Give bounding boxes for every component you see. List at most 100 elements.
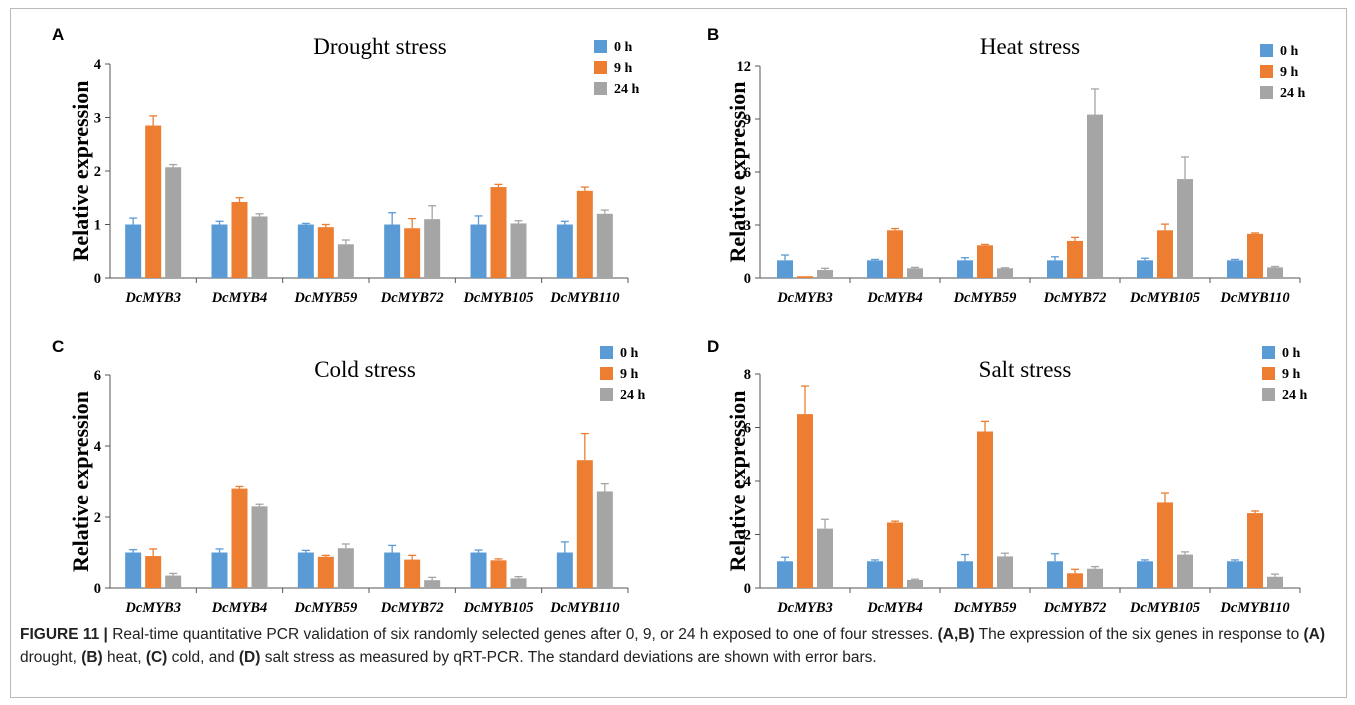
chart-panel-d: 0 2 4 6 8 DcMYB3 DcMYB4 DcMYB59 DcMYB72 DcMYB105 D… <box>707 337 1308 616</box>
y-tick-label: 6 <box>744 421 751 437</box>
x-tick-label: DcMYB72 <box>1043 290 1107 306</box>
legend-label: 9 h <box>620 367 639 382</box>
y-tick-label: 4 <box>94 57 101 73</box>
chart-title: Cold stress <box>314 357 416 382</box>
bar <box>777 561 793 588</box>
legend-label: 0 h <box>614 40 633 55</box>
bar <box>1267 267 1283 278</box>
x-tick-label: DcMYB3 <box>776 600 833 616</box>
x-tick-label: DcMYB3 <box>776 290 833 306</box>
bar <box>1157 502 1173 588</box>
legend-label: 9 h <box>614 61 633 76</box>
bar <box>797 276 813 278</box>
bar <box>596 491 613 588</box>
bar <box>470 552 487 588</box>
bar <box>404 559 421 588</box>
panel-label: A <box>52 25 64 44</box>
bar <box>556 224 573 278</box>
y-tick-label: 12 <box>737 59 752 75</box>
bar <box>165 167 182 278</box>
x-tick-label: DcMYB105 <box>462 600 533 616</box>
x-tick-label: DcMYB4 <box>211 600 268 616</box>
bar <box>490 560 507 588</box>
legend-label: 9 h <box>1280 65 1299 80</box>
bar <box>977 431 993 588</box>
y-tick-label: 0 <box>94 581 101 597</box>
bar <box>777 260 793 278</box>
legend-label: 24 h <box>1282 388 1308 403</box>
bar <box>576 190 593 278</box>
legend-item-9h: 9 h <box>1262 367 1301 382</box>
legend-label: 9 h <box>1282 367 1301 382</box>
bar <box>337 244 354 278</box>
bar <box>997 268 1013 278</box>
legend-swatch <box>600 367 613 380</box>
x-tick-label: DcMYB59 <box>953 600 1017 616</box>
y-axis-label: Relative expression <box>725 390 750 571</box>
legend-item-0h: 0 h <box>1262 346 1301 361</box>
bar <box>957 561 973 588</box>
x-tick-label: DcMYB4 <box>866 290 923 306</box>
bar <box>1177 554 1193 588</box>
legend-label: 0 h <box>1280 44 1299 59</box>
bar <box>596 213 613 278</box>
bar <box>231 488 248 588</box>
bar <box>145 556 162 588</box>
caption-text: drought, <box>20 649 82 666</box>
y-axis-label: Relative expression <box>725 81 750 262</box>
x-tick-label: DcMYB59 <box>293 290 357 306</box>
y-tick-label: 2 <box>744 528 751 544</box>
bar <box>1067 240 1083 278</box>
legend-swatch <box>594 61 607 74</box>
legend-swatch <box>600 346 613 359</box>
bar <box>125 224 142 278</box>
bar <box>251 216 268 278</box>
bar <box>997 556 1013 588</box>
y-tick-label: 1 <box>94 218 101 234</box>
bar <box>384 224 401 278</box>
legend-item-24h: 24 h <box>600 388 646 403</box>
chart-title: Heat stress <box>980 34 1080 59</box>
y-tick-label: 8 <box>744 367 751 383</box>
legend-item-0h: 0 h <box>600 346 639 361</box>
bar <box>211 224 228 278</box>
x-tick-label: DcMYB110 <box>549 600 619 616</box>
bar <box>297 224 314 278</box>
bar <box>1137 561 1153 588</box>
x-tick-label: DcMYB59 <box>293 600 357 616</box>
y-tick-label: 2 <box>94 510 101 526</box>
bar <box>1157 230 1173 278</box>
bar <box>490 187 507 278</box>
legend-swatch <box>594 82 607 95</box>
bar <box>957 260 973 278</box>
chart-title: Salt stress <box>979 357 1072 382</box>
y-tick-label: 4 <box>744 474 751 490</box>
bar <box>867 260 883 278</box>
x-tick-label: DcMYB72 <box>380 290 444 306</box>
legend-item-24h: 24 h <box>1260 86 1306 101</box>
legend-item-9h: 9 h <box>1260 65 1299 80</box>
legend-item-24h: 24 h <box>594 82 640 97</box>
y-tick-label: 3 <box>744 218 751 234</box>
legend-label: 24 h <box>1280 86 1306 101</box>
caption-text: heat, <box>102 649 146 666</box>
x-tick-label: DcMYB110 <box>1219 290 1289 306</box>
bar <box>1067 573 1083 588</box>
bar <box>1087 114 1103 278</box>
bar <box>317 556 334 588</box>
bar <box>424 219 441 278</box>
panel-label: C <box>52 337 64 356</box>
bar <box>907 268 923 278</box>
figure-frame <box>10 8 1347 698</box>
bar <box>817 528 833 588</box>
bar <box>1227 260 1243 278</box>
bar <box>556 552 573 588</box>
y-tick-label: 0 <box>744 581 751 597</box>
bar <box>1247 233 1263 278</box>
x-tick-label: DcMYB3 <box>124 600 181 616</box>
x-tick-label: DcMYB105 <box>1129 600 1200 616</box>
caption-text: The expression of the six genes in respo… <box>974 626 1304 643</box>
chart-panel-a: 0 1 2 3 4 DcMYB3 DcMYB4 DcMYB59 DcMYB72 DcMYB105 D… <box>52 25 640 306</box>
y-tick-label: 9 <box>744 112 751 128</box>
bar <box>817 270 833 278</box>
